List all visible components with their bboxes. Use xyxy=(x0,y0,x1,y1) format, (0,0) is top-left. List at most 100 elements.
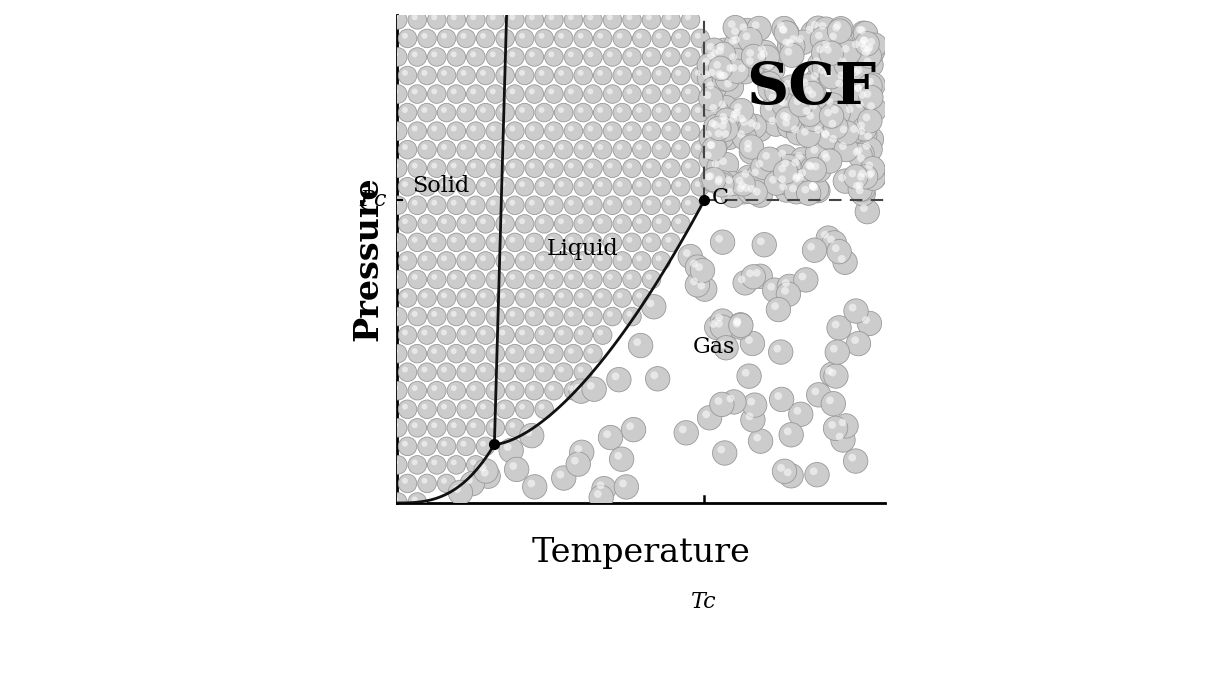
Circle shape xyxy=(594,215,612,233)
Circle shape xyxy=(467,85,485,104)
Circle shape xyxy=(565,196,583,215)
Circle shape xyxy=(586,382,595,390)
Circle shape xyxy=(451,385,457,391)
Circle shape xyxy=(569,379,594,404)
Circle shape xyxy=(499,367,505,372)
Circle shape xyxy=(777,34,802,58)
Circle shape xyxy=(771,93,797,117)
Circle shape xyxy=(607,311,613,317)
Circle shape xyxy=(855,84,862,93)
Circle shape xyxy=(804,177,828,202)
Circle shape xyxy=(457,289,475,307)
Circle shape xyxy=(652,215,671,233)
Circle shape xyxy=(528,162,534,169)
Circle shape xyxy=(626,51,632,57)
Circle shape xyxy=(716,47,724,55)
Circle shape xyxy=(857,122,864,129)
Circle shape xyxy=(792,175,800,182)
Circle shape xyxy=(467,233,485,252)
Circle shape xyxy=(665,126,671,131)
Circle shape xyxy=(461,441,467,446)
Circle shape xyxy=(451,88,457,95)
Circle shape xyxy=(527,480,536,487)
Circle shape xyxy=(490,385,496,391)
Circle shape xyxy=(855,66,862,74)
Circle shape xyxy=(850,125,858,133)
Circle shape xyxy=(706,44,730,68)
Circle shape xyxy=(760,50,768,58)
Circle shape xyxy=(800,97,809,104)
Circle shape xyxy=(505,10,525,29)
Circle shape xyxy=(432,385,438,391)
Circle shape xyxy=(850,79,874,104)
Circle shape xyxy=(776,154,802,179)
Circle shape xyxy=(825,69,832,77)
Circle shape xyxy=(787,153,811,178)
Circle shape xyxy=(584,233,602,252)
Circle shape xyxy=(584,10,602,29)
Circle shape xyxy=(505,122,525,140)
Circle shape xyxy=(769,117,776,124)
Circle shape xyxy=(851,177,875,201)
Circle shape xyxy=(671,29,690,48)
Circle shape xyxy=(783,428,792,435)
Circle shape xyxy=(447,344,465,363)
Circle shape xyxy=(544,270,563,289)
Circle shape xyxy=(449,480,473,504)
Circle shape xyxy=(603,159,621,178)
Circle shape xyxy=(534,66,554,85)
Circle shape xyxy=(588,200,594,206)
Circle shape xyxy=(681,10,700,29)
Circle shape xyxy=(525,381,544,400)
Circle shape xyxy=(863,90,872,98)
Circle shape xyxy=(603,48,621,66)
Circle shape xyxy=(748,183,773,207)
Circle shape xyxy=(428,48,446,66)
Circle shape xyxy=(763,278,787,303)
Circle shape xyxy=(441,70,447,76)
Circle shape xyxy=(401,441,407,446)
Circle shape xyxy=(822,131,829,138)
Circle shape xyxy=(519,367,525,372)
Circle shape xyxy=(574,140,592,159)
Circle shape xyxy=(742,369,750,377)
Circle shape xyxy=(574,384,582,392)
Circle shape xyxy=(555,363,573,381)
Circle shape xyxy=(860,127,884,151)
Circle shape xyxy=(764,112,788,136)
Circle shape xyxy=(758,77,782,102)
Circle shape xyxy=(671,215,690,233)
Circle shape xyxy=(412,422,417,428)
Circle shape xyxy=(695,144,701,150)
Circle shape xyxy=(626,88,632,95)
Circle shape xyxy=(474,459,498,483)
Circle shape xyxy=(438,400,456,419)
Circle shape xyxy=(855,146,862,155)
Circle shape xyxy=(809,121,834,145)
Circle shape xyxy=(613,29,631,48)
Circle shape xyxy=(690,258,715,283)
Circle shape xyxy=(528,311,534,317)
Circle shape xyxy=(715,397,723,405)
Circle shape xyxy=(559,33,565,39)
Circle shape xyxy=(538,256,544,261)
Circle shape xyxy=(451,51,457,57)
Circle shape xyxy=(800,79,809,86)
Circle shape xyxy=(519,70,525,76)
Circle shape xyxy=(702,136,727,160)
Circle shape xyxy=(447,122,465,140)
Circle shape xyxy=(603,196,621,215)
Circle shape xyxy=(571,457,579,464)
Text: Temperature: Temperature xyxy=(531,537,751,569)
Circle shape xyxy=(783,80,792,88)
Circle shape xyxy=(617,144,623,150)
Circle shape xyxy=(438,140,456,159)
Circle shape xyxy=(447,85,465,104)
Circle shape xyxy=(849,454,856,462)
Circle shape xyxy=(707,142,715,149)
Circle shape xyxy=(607,368,631,392)
Circle shape xyxy=(588,88,594,95)
Circle shape xyxy=(515,326,534,344)
Circle shape xyxy=(839,419,846,426)
Text: Gas: Gas xyxy=(693,336,735,358)
